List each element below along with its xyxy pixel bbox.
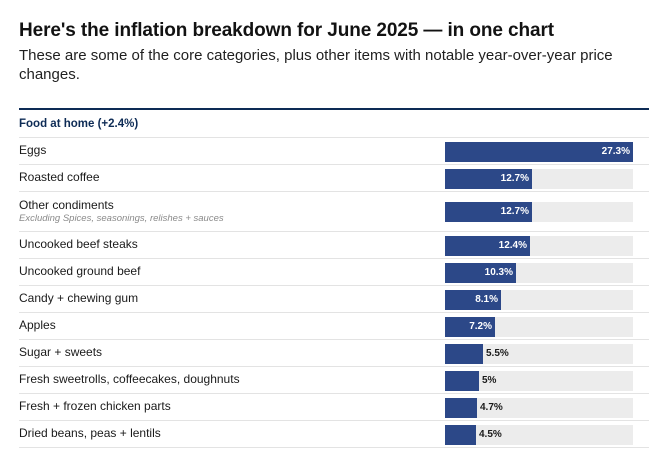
bar-track [445, 397, 633, 418]
row-separator [19, 231, 649, 232]
category-label: Fresh + frozen chicken parts [19, 398, 171, 413]
category-label: Roasted coffee [19, 169, 100, 184]
data-label: 12.4% [498, 239, 527, 251]
bar [445, 262, 516, 283]
row-separator [19, 285, 649, 286]
category-label: Candy + chewing gum [19, 290, 139, 305]
row-separator [19, 258, 649, 259]
row-separator [19, 447, 649, 448]
bar [445, 424, 476, 445]
row-separator [19, 393, 649, 394]
category-note: Excluding Spices, seasonings, relishes +… [19, 213, 224, 224]
bar [445, 370, 479, 391]
bar [445, 397, 477, 418]
category-label: Sugar + sweets [19, 344, 103, 359]
data-label: 4.7% [480, 401, 503, 413]
row-separator [19, 339, 649, 340]
data-label: 10.3% [484, 266, 513, 278]
chart-title: Here's the inflation breakdown for June … [19, 20, 554, 41]
data-label: 7.2% [469, 320, 492, 332]
bar-track [445, 424, 633, 445]
bar [445, 343, 483, 364]
data-label: 5.5% [486, 347, 509, 359]
category-label: Apples [19, 317, 56, 332]
bar-track [445, 343, 633, 364]
bar [445, 289, 501, 310]
row-separator [19, 312, 649, 313]
category-label: Dried beans, peas + lentils [19, 425, 161, 440]
row-separator [19, 191, 649, 192]
category-label: Uncooked ground beef [19, 263, 141, 278]
row-separator [19, 420, 649, 421]
bar [445, 202, 532, 222]
data-label: 5% [482, 374, 497, 386]
data-label: 12.7% [500, 206, 529, 217]
data-label: 27.3% [601, 145, 630, 157]
row-separator [19, 366, 649, 367]
row-separator [19, 137, 649, 138]
bar-track [445, 370, 633, 391]
bar [445, 141, 633, 162]
header-rule [19, 108, 649, 110]
category-label: Other condiments [19, 198, 114, 212]
bar [445, 316, 495, 337]
section-heading: Food at home (+2.4%) [19, 118, 139, 130]
category-label: Fresh sweetrolls, coffeecakes, doughnuts [19, 371, 240, 386]
bar [445, 235, 530, 256]
row-separator [19, 164, 649, 165]
bar [445, 168, 532, 189]
data-label: 12.7% [500, 172, 529, 184]
data-label: 4.5% [479, 428, 502, 440]
data-label: 8.1% [475, 293, 498, 305]
chart-subtitle: These are some of the core categories, p… [19, 47, 613, 83]
category-label: Eggs [19, 142, 47, 157]
category-label: Uncooked beef steaks [19, 236, 138, 251]
